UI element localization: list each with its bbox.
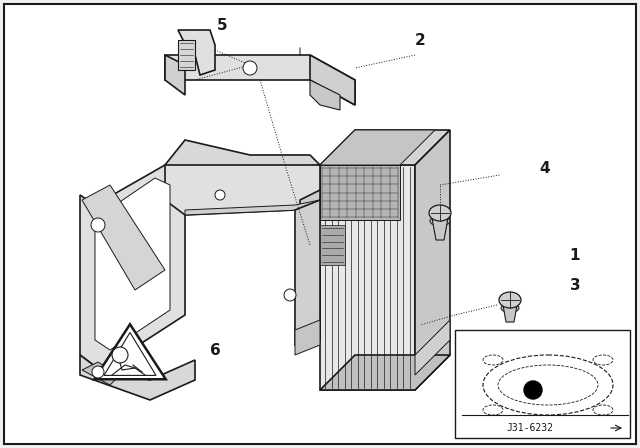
Text: 2: 2 bbox=[415, 33, 426, 47]
Polygon shape bbox=[295, 200, 320, 345]
Circle shape bbox=[91, 218, 105, 232]
Polygon shape bbox=[165, 140, 320, 175]
Text: 6: 6 bbox=[210, 343, 220, 358]
Polygon shape bbox=[320, 165, 415, 390]
Polygon shape bbox=[80, 355, 195, 400]
Text: 🔥: 🔥 bbox=[121, 358, 129, 372]
Polygon shape bbox=[320, 355, 450, 390]
Ellipse shape bbox=[429, 205, 451, 221]
Circle shape bbox=[215, 190, 225, 200]
Polygon shape bbox=[95, 178, 170, 350]
Ellipse shape bbox=[483, 405, 503, 415]
Polygon shape bbox=[310, 55, 355, 105]
Polygon shape bbox=[165, 55, 185, 95]
Polygon shape bbox=[80, 165, 185, 370]
Polygon shape bbox=[82, 185, 165, 290]
Polygon shape bbox=[94, 324, 166, 379]
Text: 3: 3 bbox=[570, 277, 580, 293]
Polygon shape bbox=[104, 332, 156, 375]
Circle shape bbox=[92, 366, 104, 378]
FancyBboxPatch shape bbox=[4, 4, 636, 444]
Polygon shape bbox=[295, 320, 320, 355]
FancyBboxPatch shape bbox=[455, 330, 630, 438]
Text: J31-6232: J31-6232 bbox=[506, 423, 554, 433]
Polygon shape bbox=[185, 200, 320, 215]
Polygon shape bbox=[320, 130, 450, 165]
Polygon shape bbox=[310, 80, 340, 110]
Polygon shape bbox=[503, 305, 517, 322]
Polygon shape bbox=[320, 130, 435, 165]
Circle shape bbox=[112, 347, 128, 363]
Ellipse shape bbox=[430, 216, 450, 226]
Polygon shape bbox=[432, 218, 448, 240]
Polygon shape bbox=[165, 165, 320, 215]
Ellipse shape bbox=[593, 355, 613, 365]
Circle shape bbox=[524, 381, 542, 399]
Polygon shape bbox=[320, 165, 400, 220]
Circle shape bbox=[284, 289, 296, 301]
Polygon shape bbox=[165, 55, 355, 105]
Text: 5: 5 bbox=[217, 17, 227, 33]
Polygon shape bbox=[178, 40, 195, 70]
Polygon shape bbox=[82, 362, 120, 385]
Polygon shape bbox=[320, 225, 345, 265]
Ellipse shape bbox=[593, 405, 613, 415]
Ellipse shape bbox=[499, 292, 521, 308]
Circle shape bbox=[243, 61, 257, 75]
Polygon shape bbox=[415, 320, 450, 375]
Polygon shape bbox=[300, 190, 320, 350]
Text: 4: 4 bbox=[540, 160, 550, 176]
Ellipse shape bbox=[501, 303, 519, 313]
Polygon shape bbox=[415, 130, 450, 390]
Text: 1: 1 bbox=[570, 247, 580, 263]
Polygon shape bbox=[178, 30, 215, 75]
Ellipse shape bbox=[483, 355, 503, 365]
